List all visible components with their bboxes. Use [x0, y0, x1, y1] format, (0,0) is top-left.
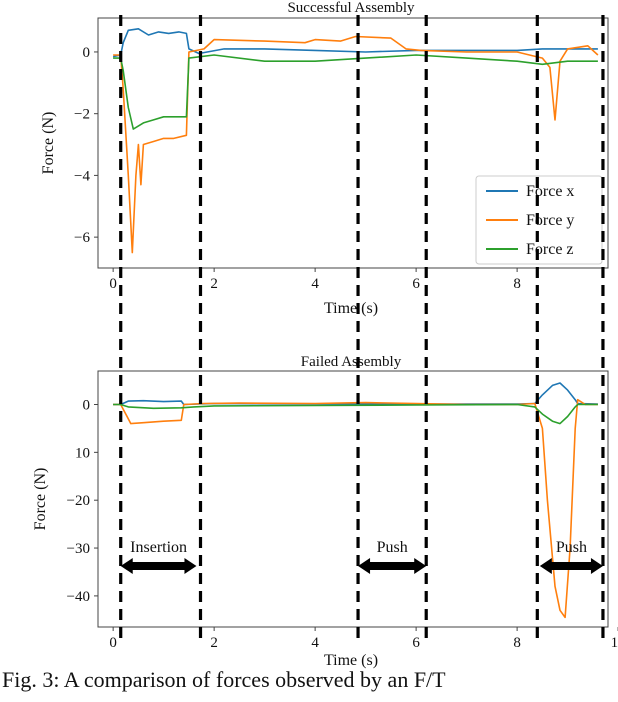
y-tick-label: −6 [74, 230, 90, 246]
x-tick-label: 4 [311, 276, 319, 292]
plot-area [97, 370, 609, 628]
x-tick-label: 10 [611, 635, 618, 651]
y-tick-label: −2 [74, 107, 90, 123]
y-tick-label: −20 [67, 493, 90, 509]
x-tick-label: 6 [412, 276, 420, 292]
y-tick-label: 10 [75, 445, 90, 461]
chart-title: Failed Assembly [301, 354, 402, 370]
series-lines [112, 27, 599, 254]
x-tick-labels: 0 2 4 6 8 [109, 268, 521, 292]
phase-annotations: Insertion Push Push [120, 539, 603, 574]
legend-label-force-z: Force z [526, 241, 574, 258]
series-line-force-z [113, 54, 598, 130]
y-tick-label: 0 [83, 397, 91, 413]
chart-successful-assembly: Successful Assembly 0 2 4 6 8 0 −2 −4 −6 Time (… [40, 0, 609, 317]
legend-label-force-y: Force y [526, 212, 574, 229]
x-tick-label: 2 [210, 276, 218, 292]
y-axis-label: Force (N) [32, 468, 49, 531]
vertical-phase-markers [119, 15, 605, 640]
series-line-force-z [113, 403, 598, 425]
double-arrow-icon [120, 558, 197, 574]
series-line-force-x [112, 27, 598, 58]
chart-title: Successful Assembly [287, 0, 415, 16]
x-tick-label: 8 [513, 276, 521, 292]
phase-label: Push [377, 539, 408, 556]
series-lines [113, 382, 598, 619]
y-tick-labels: 0 −2 −4 −6 [74, 45, 98, 246]
double-arrow-icon [539, 558, 603, 574]
y-tick-label: 0 [83, 45, 91, 61]
double-arrow-icon [358, 558, 427, 574]
y-tick-labels: 0 10 −20 −30 −40 [67, 397, 98, 605]
legend-label-force-x: Force x [526, 183, 574, 200]
x-tick-label: 4 [311, 635, 319, 651]
y-tick-label: −30 [67, 541, 90, 557]
series-line-force-x [113, 382, 598, 406]
x-axis-label: Time (s) [324, 652, 378, 669]
y-axis-label: Force (N) [40, 112, 57, 175]
x-tick-label: 2 [210, 635, 218, 651]
phase-label: Insertion [130, 539, 187, 556]
chart-failed-assembly: Failed Assembly 0 2 4 6 8 10 0 10 −20 −30 −40 Ins… [32, 354, 618, 669]
legend: Force x Force y Force z [475, 175, 603, 265]
x-axis-label: Time (s) [324, 300, 378, 317]
x-tick-label: 6 [412, 635, 420, 651]
plot-area [97, 17, 609, 269]
x-tick-label: 0 [109, 276, 117, 292]
x-tick-labels: 0 2 4 6 8 10 [109, 627, 618, 651]
x-tick-label: 0 [109, 635, 117, 651]
phase-label: Push [556, 539, 587, 556]
y-tick-label: −4 [74, 168, 90, 184]
series-line-force-y [113, 398, 598, 619]
figure-caption: Fig. 3: A comparison of forces observed … [2, 667, 446, 692]
y-tick-label: −40 [67, 589, 90, 605]
x-tick-label: 8 [513, 635, 521, 651]
